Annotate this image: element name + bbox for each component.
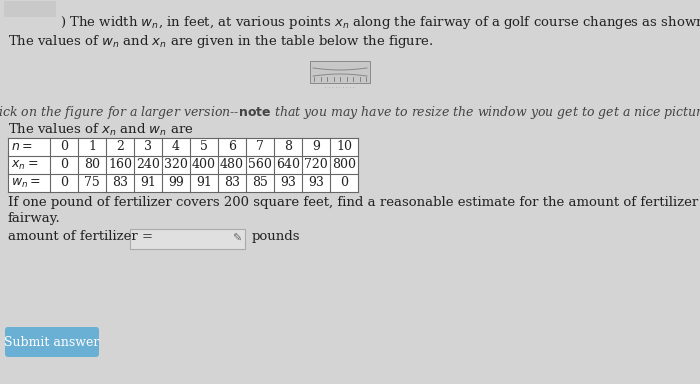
Text: ✎: ✎ — [232, 234, 241, 244]
Text: 75: 75 — [84, 177, 100, 189]
Bar — [130, 229, 245, 249]
FancyBboxPatch shape — [4, 1, 56, 17]
Text: amount of fertilizer =: amount of fertilizer = — [8, 230, 153, 243]
Text: 7: 7 — [256, 141, 264, 154]
FancyBboxPatch shape — [5, 327, 99, 357]
Text: 0: 0 — [60, 141, 68, 154]
Text: · · · · · · · · ·: · · · · · · · · · — [325, 85, 355, 90]
Text: 80: 80 — [84, 159, 100, 172]
Text: 2: 2 — [116, 141, 124, 154]
Bar — [8, 138, 358, 192]
Text: 91: 91 — [140, 177, 156, 189]
Text: 9: 9 — [312, 141, 320, 154]
Text: 400: 400 — [192, 159, 216, 172]
Text: (Click on the figure for a larger version--$\mathbf{note}$ that you may have to : (Click on the figure for a larger versio… — [0, 104, 700, 121]
Text: 83: 83 — [112, 177, 128, 189]
Text: $w_n =$: $w_n =$ — [11, 177, 41, 190]
Text: 6: 6 — [228, 141, 236, 154]
Text: 560: 560 — [248, 159, 272, 172]
Text: 99: 99 — [168, 177, 184, 189]
Text: ) The width $w_n$, in feet, at various points $x_n$ along the fairway of a golf : ) The width $w_n$, in feet, at various p… — [60, 14, 700, 31]
Text: 83: 83 — [224, 177, 240, 189]
Text: 0: 0 — [340, 177, 348, 189]
Text: 0: 0 — [60, 177, 68, 189]
Text: 10: 10 — [336, 141, 352, 154]
Text: 8: 8 — [284, 141, 292, 154]
Text: 240: 240 — [136, 159, 160, 172]
Text: 91: 91 — [196, 177, 212, 189]
Text: 93: 93 — [308, 177, 324, 189]
Text: The values of $x_n$ and $w_n$ are: The values of $x_n$ and $w_n$ are — [8, 122, 194, 138]
Text: fairway.: fairway. — [8, 212, 61, 225]
Text: 480: 480 — [220, 159, 244, 172]
Text: $n =$: $n =$ — [11, 141, 33, 154]
FancyBboxPatch shape — [310, 61, 370, 83]
Text: 3: 3 — [144, 141, 152, 154]
Text: 160: 160 — [108, 159, 132, 172]
Text: 93: 93 — [280, 177, 296, 189]
Text: 4: 4 — [172, 141, 180, 154]
Text: 5: 5 — [200, 141, 208, 154]
Text: 720: 720 — [304, 159, 328, 172]
Text: Submit answer: Submit answer — [4, 336, 99, 349]
Text: 640: 640 — [276, 159, 300, 172]
Text: 0: 0 — [60, 159, 68, 172]
Text: pounds: pounds — [252, 230, 300, 243]
Text: The values of $w_n$ and $x_n$ are given in the table below the figure.: The values of $w_n$ and $x_n$ are given … — [8, 33, 433, 50]
Text: 1: 1 — [88, 141, 96, 154]
Text: If one pound of fertilizer covers 200 square feet, find a reasonable estimate fo: If one pound of fertilizer covers 200 sq… — [8, 196, 700, 209]
Text: 85: 85 — [252, 177, 268, 189]
Text: $x_n =$: $x_n =$ — [11, 159, 38, 172]
Text: 320: 320 — [164, 159, 188, 172]
Text: 800: 800 — [332, 159, 356, 172]
